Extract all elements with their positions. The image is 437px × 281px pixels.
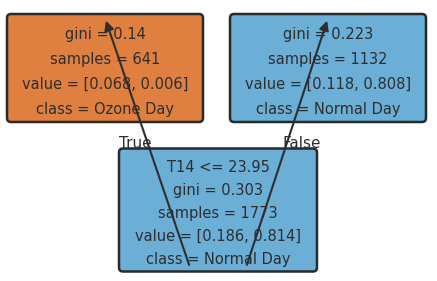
Text: False: False [283, 135, 322, 151]
Text: samples = 1132: samples = 1132 [268, 52, 388, 67]
Text: value = [0.118, 0.808]: value = [0.118, 0.808] [245, 77, 411, 92]
Text: class = Normal Day: class = Normal Day [256, 102, 400, 117]
Text: gini = 0.303: gini = 0.303 [173, 183, 263, 198]
FancyBboxPatch shape [7, 14, 203, 122]
Text: True: True [119, 135, 152, 151]
Text: value = [0.068, 0.006]: value = [0.068, 0.006] [22, 77, 188, 92]
Text: samples = 641: samples = 641 [50, 52, 160, 67]
Text: value = [0.186, 0.814]: value = [0.186, 0.814] [135, 229, 301, 244]
Text: T14 <= 23.95: T14 <= 23.95 [166, 160, 270, 175]
FancyBboxPatch shape [230, 14, 426, 122]
FancyBboxPatch shape [119, 148, 317, 271]
Text: class = Ozone Day: class = Ozone Day [36, 102, 174, 117]
Text: samples = 1773: samples = 1773 [158, 206, 278, 221]
Text: gini = 0.14: gini = 0.14 [65, 27, 146, 42]
Text: class = Normal Day: class = Normal Day [146, 252, 290, 267]
Text: gini = 0.223: gini = 0.223 [283, 27, 373, 42]
